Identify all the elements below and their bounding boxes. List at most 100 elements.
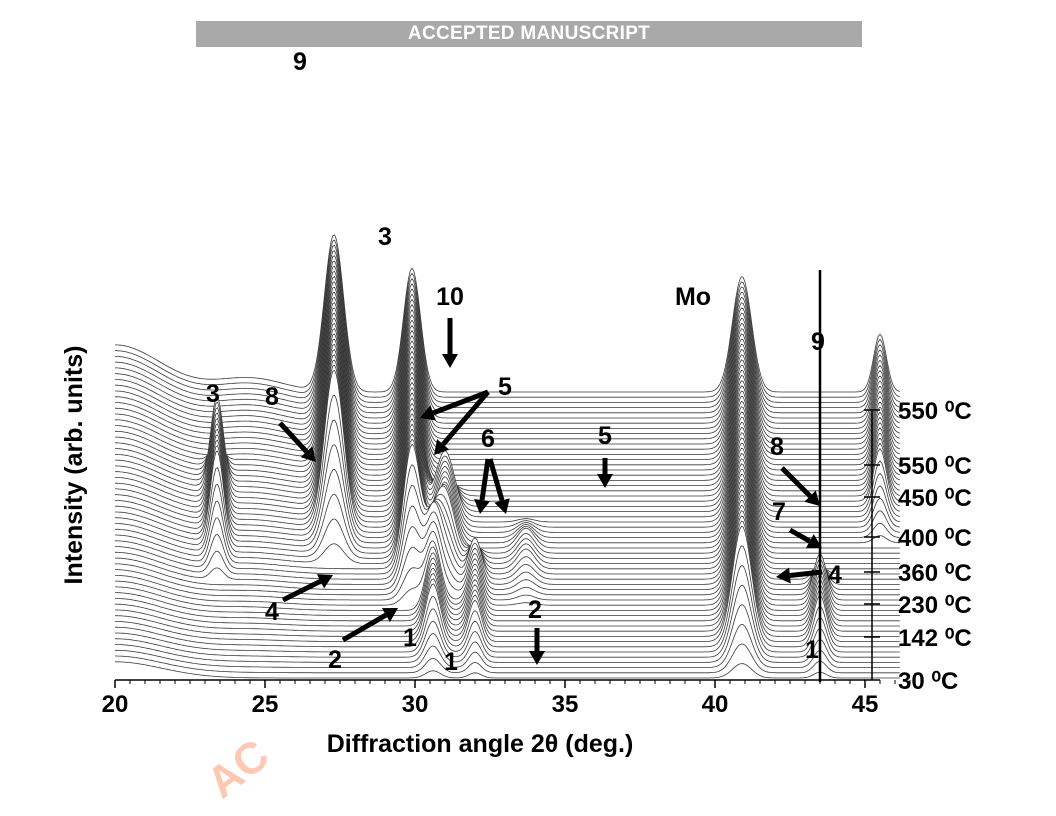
scan-curve (115, 418, 900, 544)
temperature-label: 450 ⁰C (898, 485, 972, 512)
scan-curve (115, 234, 900, 393)
scan-curve (115, 643, 900, 674)
scan-curve (115, 322, 900, 481)
x-tick-label: 45 (852, 691, 879, 718)
scan-curve (114, 394, 900, 533)
annotation-arrowhead (805, 534, 822, 549)
scan-curve (115, 302, 900, 460)
scan-curve (115, 296, 900, 455)
x-tick-label: 40 (702, 691, 729, 718)
x-tick-label: 35 (552, 691, 579, 718)
peak-label: 8 (770, 433, 784, 461)
peak-label: 8 (265, 383, 279, 411)
peak-label: 10 (436, 283, 464, 311)
scan-curve (115, 565, 900, 653)
peak-label: 3 (206, 380, 220, 408)
scan-curve (114, 515, 900, 632)
scan-curve (115, 354, 900, 512)
peak-label: 5 (498, 373, 512, 401)
scan-curve (114, 473, 900, 590)
annotation-arrow (278, 421, 309, 454)
annotation-arrow (487, 458, 505, 502)
annotation-arrowhead (804, 490, 820, 506)
y-axis-title: Intensity (arb. units) (60, 346, 88, 585)
scan-curve (115, 468, 900, 585)
scan-curve (115, 494, 900, 611)
scan-curve (115, 364, 900, 523)
scan-curve (115, 255, 900, 414)
x-axis-title: Diffraction angle 2θ (deg.) (327, 730, 634, 758)
x-tick-label: 25 (252, 691, 279, 718)
temperature-label: 550 ⁰C (898, 453, 972, 480)
annotation-arrowhead (529, 651, 545, 665)
scan-curve (115, 478, 900, 596)
scan-curve (115, 438, 900, 564)
peak-label: 2 (528, 596, 542, 624)
peak-label: 9 (811, 328, 825, 356)
scan-curve (115, 369, 900, 528)
annotation-arrowhead (434, 439, 450, 455)
scan-curve (115, 661, 900, 679)
annotation-arrow (789, 569, 823, 578)
annotation-arrowhead (381, 608, 398, 622)
scan-curve (114, 458, 900, 575)
scan-curve (115, 276, 900, 434)
scan-curve (114, 333, 900, 492)
annotation-arrowhead (494, 498, 510, 514)
scan-curve (114, 239, 900, 398)
x-tick-label: 20 (102, 691, 129, 718)
scan-curve (115, 604, 900, 663)
x-tick-label: 30 (402, 691, 429, 718)
peak-label: 1 (403, 624, 417, 652)
scan-curve (115, 623, 900, 668)
scan-curve (114, 250, 900, 408)
annotation-arrowhead (300, 446, 316, 462)
scan-fill (115, 521, 901, 680)
scan-curve (114, 423, 900, 549)
temperature-labels: 550 ⁰C 550 ⁰C 450 ⁰C 400 ⁰C 360 ⁰C 230 ⁰C 142 … (864, 398, 972, 695)
annotation-arrowhead (316, 574, 333, 589)
scan-curve (115, 286, 900, 445)
peak-label: 4 (828, 561, 842, 589)
peak-label: 6 (481, 425, 495, 453)
scan-curve (114, 281, 900, 440)
peak-label: 4 (265, 598, 279, 626)
scan-curve (115, 312, 900, 471)
scan-curve (115, 525, 900, 642)
x-axis-ticks: 20 25 30 35 40 45 (102, 680, 911, 718)
annotation-arrow (780, 466, 812, 498)
scan-curve (115, 545, 900, 648)
scan-curve (115, 244, 900, 403)
scan-curve (115, 260, 900, 419)
scan-curve (115, 520, 900, 637)
peak-label: Mo (675, 283, 711, 311)
scan-curve (115, 328, 900, 486)
scan-curve (115, 504, 900, 622)
scan-curve (115, 270, 900, 429)
scan-curve (115, 484, 900, 601)
scan-curve (114, 499, 900, 616)
peak-label: 1 (444, 648, 458, 676)
scan-curve (115, 338, 900, 497)
scan-curve (115, 489, 900, 606)
scan-curve (115, 317, 900, 476)
peak-label: 2 (328, 646, 342, 674)
temperature-label: 142 ⁰C (898, 625, 972, 652)
scan-curve (115, 510, 900, 627)
watermark-text: AC (198, 730, 278, 808)
annotation-arrowhead (420, 405, 436, 421)
annotation-arrowhead (776, 567, 791, 584)
annotation-arrow (479, 458, 491, 501)
scan-curve (115, 443, 900, 570)
scan-curve (115, 412, 900, 538)
annotation-arrowhead (442, 354, 458, 368)
peak-label: 1 (805, 636, 819, 664)
scan-curve (114, 307, 900, 466)
temperature-label: 550 ⁰C (898, 398, 972, 425)
scan-curve (115, 428, 900, 554)
peak-label: 9 (293, 48, 307, 76)
peak-label: 7 (772, 498, 786, 526)
scan-fill (115, 661, 901, 680)
